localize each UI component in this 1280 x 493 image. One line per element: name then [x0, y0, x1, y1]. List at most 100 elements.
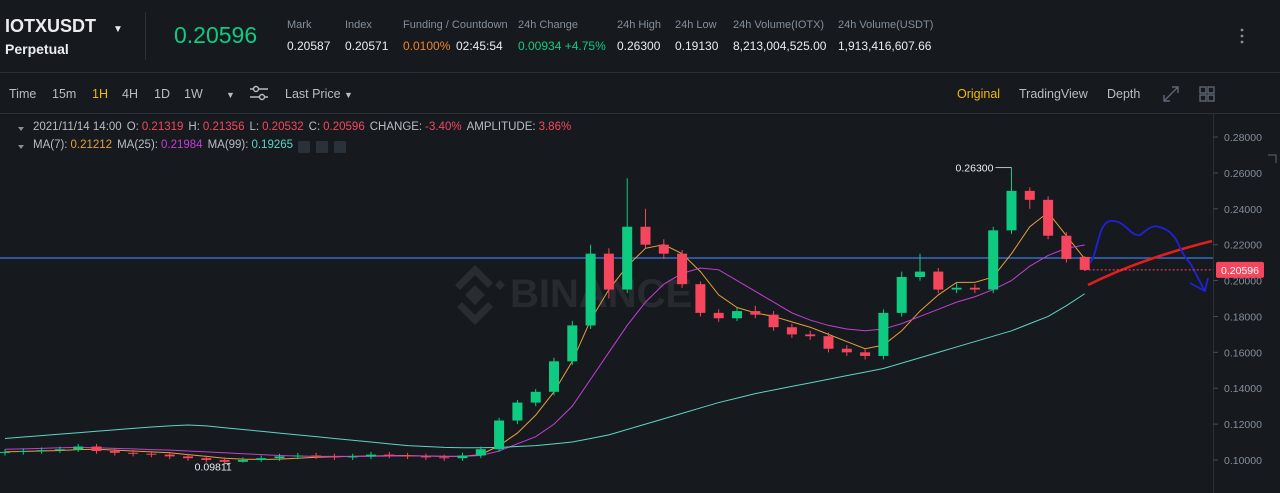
corner-icon — [1268, 154, 1277, 163]
symbol[interactable]: IOTXUSDT — [5, 16, 97, 36]
interval[interactable]: 1H — [92, 87, 108, 101]
y-tick-label: 0.24000 — [1224, 204, 1262, 216]
low-label: 0.09811 — [195, 461, 232, 473]
candle-body — [951, 287, 962, 290]
info-label: L: — [249, 121, 259, 133]
stat-label: Index — [345, 19, 372, 31]
candle-body — [91, 446, 102, 452]
ma-toggle — [316, 141, 329, 153]
divider — [145, 12, 146, 60]
candle-body — [1043, 199, 1054, 236]
ma-caret — [18, 145, 24, 149]
candle-body — [36, 450, 47, 452]
watermark: BINANCE — [510, 272, 692, 316]
stat-label: 24h Change — [518, 19, 578, 31]
interval[interactable]: 1W — [184, 87, 203, 101]
candle-body — [640, 226, 651, 245]
candle-body — [109, 451, 120, 453]
header: IOTXUSDT Perpetual ▼ 0.20596 Mark 0.20587… — [0, 0, 1280, 73]
drawn-freehand-curve — [1089, 220, 1209, 293]
stat-value: 02:45:54 — [456, 39, 503, 53]
price-type[interactable]: Last Price — [285, 87, 341, 101]
candle-body — [420, 456, 431, 458]
candle-body — [933, 271, 944, 290]
candle-body — [183, 456, 193, 459]
y-tick-label: 0.10000 — [1224, 455, 1262, 467]
info-value: 0.20596 — [323, 121, 365, 133]
candle-body — [128, 452, 139, 454]
view-tab[interactable]: Depth — [1107, 87, 1141, 101]
info-value: 0.21356 — [203, 121, 245, 133]
candle-body — [622, 226, 633, 290]
y-tick-label: 0.14000 — [1224, 383, 1262, 395]
candle-body — [1006, 190, 1017, 231]
candle-body — [384, 454, 395, 456]
axis-divider — [1213, 113, 1214, 493]
more-icon[interactable] — [1236, 26, 1248, 46]
symbol-caret[interactable]: ▼ — [113, 24, 123, 35]
candle-body — [54, 449, 65, 451]
settings-icon[interactable] — [249, 84, 269, 102]
info-value: 0.20532 — [262, 121, 304, 133]
fullscreen-icon[interactable] — [1162, 85, 1180, 103]
info-date: 2021/11/14 14:00 — [33, 121, 122, 133]
stat-value: 0.00934 +4.75% — [518, 39, 606, 53]
stat-label: Funding / Countdown — [403, 19, 508, 31]
candle-body — [677, 253, 688, 285]
candle-body — [713, 312, 724, 319]
interval[interactable]: Time — [9, 87, 37, 101]
stat-value: 0.0100% — [403, 39, 451, 53]
ma-name: MA(25): — [117, 139, 158, 151]
candle-body — [347, 456, 358, 458]
candle-body — [988, 230, 999, 290]
candle-body — [237, 459, 248, 462]
stat-label: 24h Volume(IOTX) — [733, 19, 825, 31]
info-label: H: — [188, 121, 200, 133]
candle-body — [292, 455, 303, 457]
y-tick-label: 0.28000 — [1224, 132, 1262, 144]
interval-caret[interactable]: ▼ — [226, 90, 235, 100]
candle-body — [0, 451, 10, 453]
candle-body — [658, 244, 669, 254]
last-price-label: 0.20596 — [1221, 265, 1259, 277]
stat-label: 24h Low — [675, 19, 717, 31]
stat-value: 8,213,004,525.00 — [733, 39, 827, 53]
interval[interactable]: 15m — [52, 87, 77, 101]
candle-body — [841, 348, 852, 353]
stat-value: 0.20587 — [287, 39, 331, 53]
drawn-trend-line — [1087, 239, 1213, 287]
candle-body — [567, 325, 578, 362]
candle-body — [311, 455, 322, 457]
candle-body — [512, 402, 523, 421]
candle-body — [18, 451, 29, 453]
interval[interactable]: 1D — [154, 87, 170, 101]
info-label: CHANGE: — [370, 121, 422, 133]
price-type-caret[interactable]: ▼ — [344, 90, 353, 100]
y-tick-label: 0.18000 — [1224, 311, 1262, 323]
interval[interactable]: 4H — [122, 87, 138, 101]
candle-body — [366, 454, 376, 457]
info-caret — [18, 127, 24, 131]
info-label: C: — [309, 121, 321, 133]
ma-toggle — [334, 141, 347, 153]
candle-body — [402, 455, 413, 457]
toolbar: ▼ Last Price ▼ Time 15m 1H 4H 1D 1W Original Tr… — [0, 73, 1280, 114]
candle-body — [494, 420, 505, 450]
info-label: AMPLITUDE: — [467, 121, 536, 133]
ma-value: 0.21984 — [161, 139, 203, 151]
info-value: -3.40% — [425, 121, 461, 133]
candle-body — [878, 312, 889, 356]
stat-value: 0.19130 — [675, 39, 719, 53]
stat-label: 24h High — [617, 19, 662, 31]
candle-body — [768, 314, 779, 328]
view-tab[interactable]: TradingView — [1019, 87, 1088, 101]
view-tab[interactable]: Original — [957, 87, 1001, 101]
y-tick-label: 0.26000 — [1224, 168, 1262, 180]
ma-name: MA(99): — [208, 139, 249, 151]
chart: BINANCE 0.28000 0.26000 0.24000 0.22000 0.20… — [0, 113, 1277, 493]
candle-body — [549, 361, 559, 392]
candle-body — [329, 456, 340, 458]
layout-icon[interactable] — [1198, 85, 1216, 103]
candle-body — [219, 459, 230, 462]
candle-body — [805, 334, 816, 337]
